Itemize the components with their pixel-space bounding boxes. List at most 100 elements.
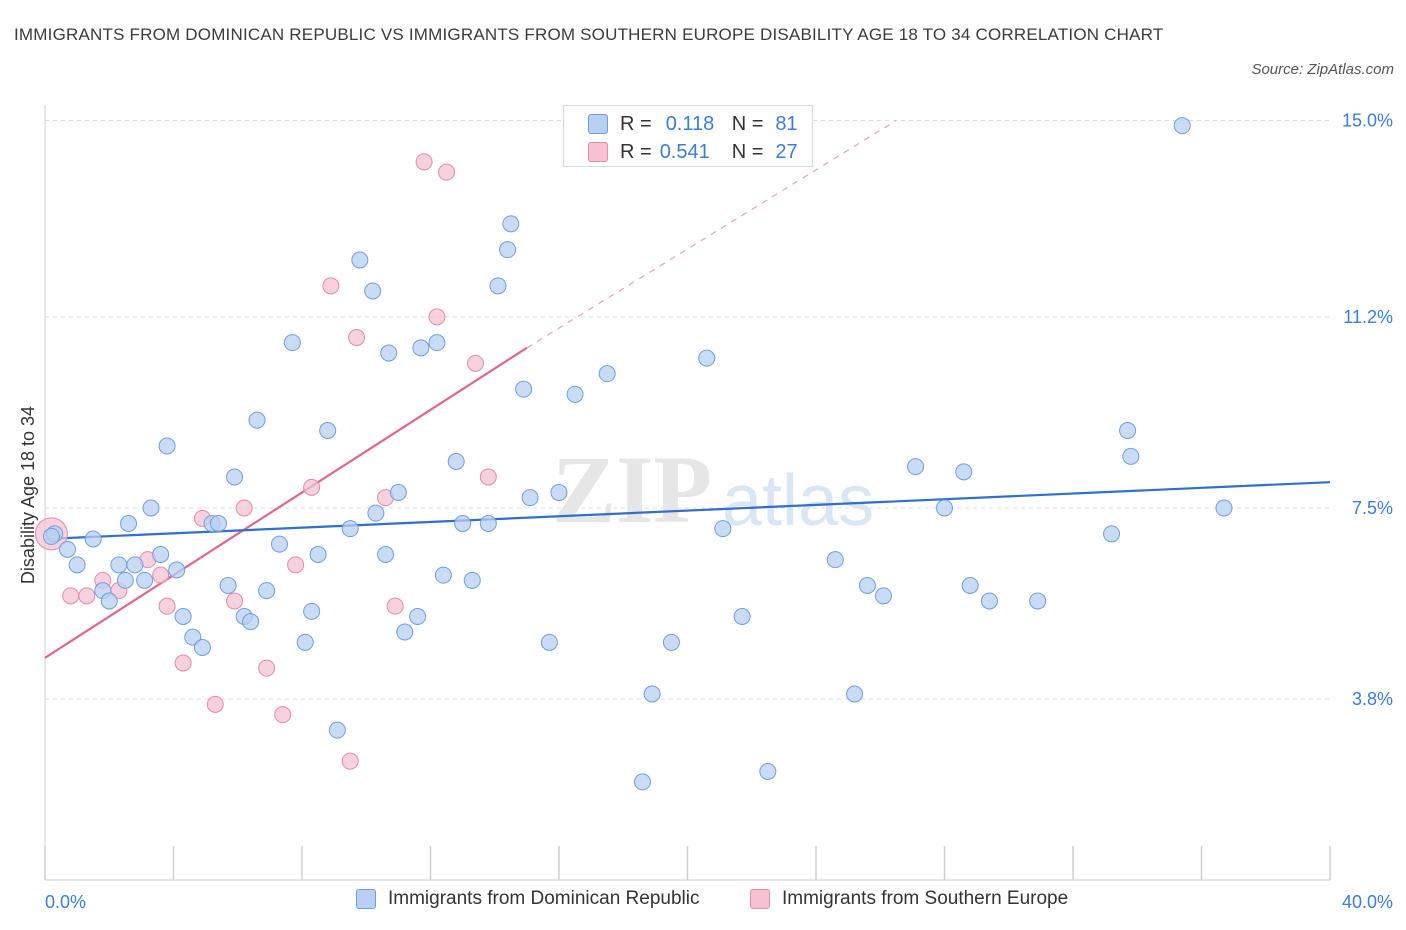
pink-point: [479, 468, 497, 486]
pink-point: [258, 659, 276, 677]
blue-point: [142, 499, 160, 517]
y-tick-label: 11.2%: [1343, 307, 1393, 327]
pink-point: [322, 277, 340, 295]
blue-point: [447, 453, 465, 470]
blue-point: [168, 561, 186, 579]
blue-point: [1173, 117, 1191, 135]
blue-point: [515, 380, 533, 398]
legend-r-label: R =: [620, 140, 652, 163]
blue-trend-line: [44, 481, 1331, 541]
blue-point: [409, 608, 427, 625]
blue-point: [643, 685, 661, 703]
blue-point: [980, 592, 998, 610]
blue-point: [283, 334, 301, 352]
blue-point: [126, 556, 144, 574]
pink-point: [158, 597, 176, 615]
blue-point: [428, 334, 446, 352]
blue-point: [226, 468, 244, 486]
blue-swatch: [356, 889, 376, 909]
blue-point: [367, 504, 385, 522]
blue-point: [759, 763, 777, 780]
blue-point: [1029, 592, 1047, 610]
bottom-legend-blue: Immigrants from Dominican Republic: [356, 888, 700, 910]
blue-point: [396, 623, 414, 641]
blue-point: [826, 551, 844, 569]
blue-point: [136, 571, 154, 589]
blue-point: [100, 592, 118, 610]
pink-point: [287, 556, 305, 574]
blue-point: [271, 535, 289, 553]
blue-point: [733, 608, 751, 625]
y-tick-label: 15.0%: [1342, 111, 1393, 131]
blue-point: [463, 571, 481, 589]
correlation-legend: R = 0.118 N = 81 R = 0.541 N = 27: [563, 105, 813, 167]
pink-point: [206, 695, 224, 713]
blue-point: [714, 520, 732, 538]
pink-point: [62, 587, 80, 605]
blue-point: [58, 540, 76, 558]
blue-point: [258, 582, 276, 600]
x-tick-label-max: 40.0%: [1342, 892, 1393, 912]
pink-point: [152, 566, 170, 584]
pink-trend-line: [44, 346, 528, 659]
legend-r-value: 0.541: [659, 140, 710, 163]
y-tick-label: 3.8%: [1352, 689, 1393, 709]
watermark-atlas: atlas: [722, 461, 874, 541]
pink-swatch: [588, 142, 608, 162]
x-tick-label-min: 0.0%: [45, 892, 86, 912]
blue-point: [193, 639, 211, 656]
blue-point: [377, 546, 395, 563]
blue-point: [550, 484, 568, 501]
bottom-legend-pink-label: Immigrants from Southern Europe: [782, 888, 1069, 909]
legend-row-pink: R = 0.541 N = 27: [588, 140, 798, 164]
blue-point: [351, 251, 369, 269]
pink-point: [78, 587, 96, 605]
blue-point: [434, 566, 452, 584]
pink-point: [226, 592, 244, 610]
legend-row-blue: R = 0.118 N = 81: [588, 112, 798, 136]
blue-point: [955, 463, 973, 481]
pink-point: [174, 654, 192, 672]
chart-title: IMMIGRANTS FROM DOMINICAN REPUBLIC VS IM…: [14, 25, 1164, 44]
y-tick-label: 7.5%: [1352, 498, 1393, 518]
blue-point: [158, 437, 176, 455]
blue-point: [1215, 499, 1233, 517]
blue-point: [412, 339, 430, 357]
y-axis-label: Disability Age 18 to 34: [18, 406, 38, 584]
blue-point: [309, 546, 327, 563]
pink-point: [466, 354, 484, 372]
pink-point: [341, 752, 359, 770]
bottom-legend-blue-label: Immigrants from Dominican Republic: [388, 888, 700, 909]
pink-point: [303, 478, 321, 496]
legend-n-label: N =: [731, 112, 764, 135]
series-dominican-republic: [42, 117, 1233, 791]
blue-point: [479, 515, 497, 532]
bottom-legend-pink: Immigrants from Southern Europe: [750, 888, 1068, 910]
blue-point: [364, 282, 382, 300]
blue-point: [846, 685, 864, 703]
blue-point: [389, 484, 407, 501]
blue-point: [1119, 422, 1137, 439]
blue-point: [110, 556, 128, 574]
pink-point: [415, 153, 433, 171]
blue-point: [662, 633, 680, 651]
blue-point: [874, 587, 892, 605]
blue-point: [1103, 525, 1121, 543]
pink-point: [235, 499, 253, 517]
blue-point: [174, 608, 192, 625]
blue-point: [84, 530, 102, 548]
pink-point: [428, 308, 446, 326]
legend-n-value: 81: [775, 112, 798, 135]
axes: [44, 105, 1331, 881]
blue-point: [380, 344, 398, 362]
y-tick-labels: 3.8% 7.5% 11.2% 15.0%: [1342, 111, 1393, 710]
legend-r-label: R =: [620, 112, 652, 135]
blue-point: [319, 422, 337, 439]
blue-point: [42, 527, 60, 545]
blue-point: [858, 577, 876, 594]
blue-point: [120, 515, 138, 532]
source-label: Source: ZipAtlas.com: [1251, 61, 1394, 78]
pink-point: [348, 329, 366, 346]
blue-point: [502, 215, 520, 233]
